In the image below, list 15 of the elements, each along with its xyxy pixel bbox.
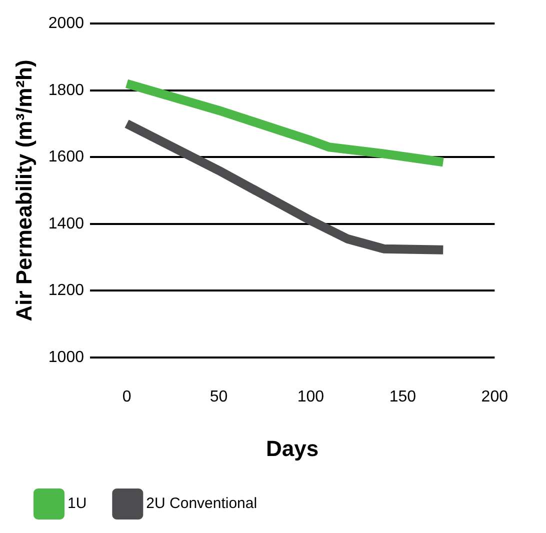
x-axis-title: Days (266, 436, 319, 461)
y-tick-label: 1400 (48, 215, 84, 232)
y-axis-title: Air Permeability (m³/m²h) (11, 60, 36, 322)
y-tick-label: 1800 (48, 82, 84, 99)
y-tick-label: 1200 (48, 282, 84, 300)
x-tick-label: 50 (210, 388, 228, 406)
legend-label: 1U (68, 495, 87, 512)
x-tick-label: 150 (389, 388, 416, 406)
y-tick-label: 1600 (48, 148, 84, 166)
y-tick-label: 1000 (48, 348, 84, 366)
x-tick-label: 0 (122, 388, 132, 406)
legend-label: 2U Conventional (146, 495, 258, 512)
x-tick-label: 100 (297, 388, 324, 406)
x-tick-label: 200 (481, 388, 508, 406)
y-tick-label: 2000 (48, 15, 84, 32)
